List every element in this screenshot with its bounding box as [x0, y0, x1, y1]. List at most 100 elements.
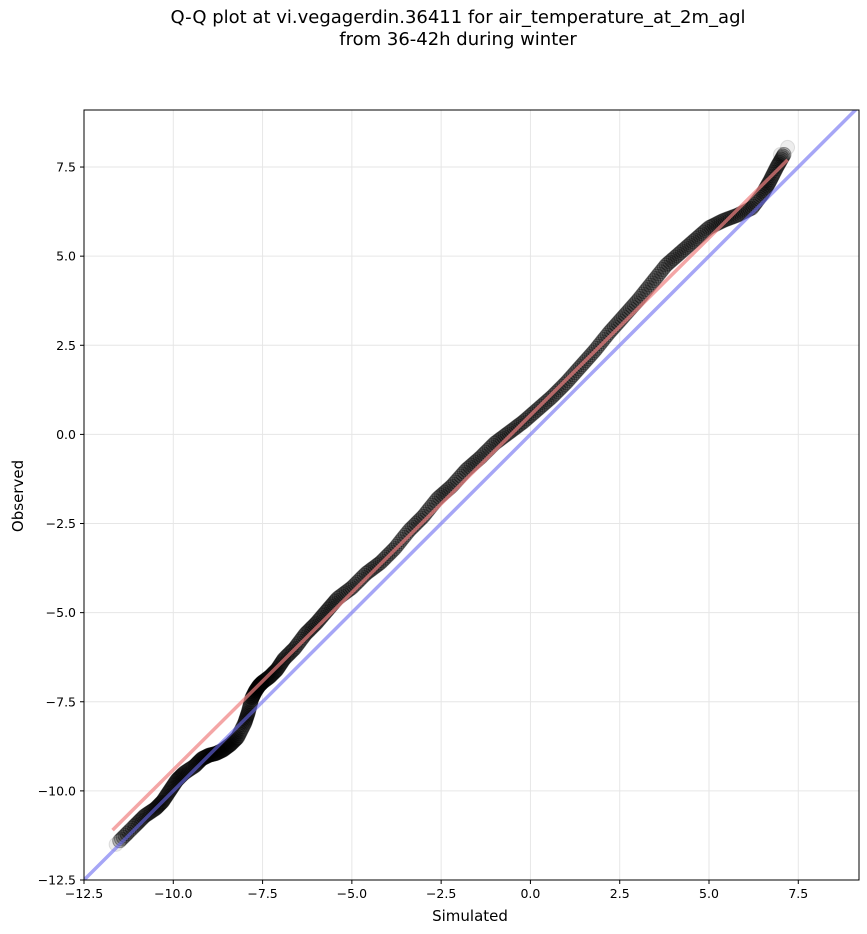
- fit-line: [111, 158, 789, 832]
- qq-point: [365, 560, 381, 576]
- qq-point: [501, 425, 517, 441]
- qq-point: [556, 376, 572, 392]
- qq-point: [205, 746, 221, 762]
- qq-point: [264, 666, 280, 682]
- qq-point: [644, 275, 660, 291]
- qq-point: [651, 266, 667, 282]
- qq-point: [266, 664, 282, 680]
- qq-point: [115, 829, 131, 845]
- qq-point: [646, 273, 662, 289]
- qq-point: [185, 759, 201, 775]
- qq-point: [540, 392, 556, 408]
- qq-point-faint: [780, 139, 796, 155]
- qq-point: [364, 561, 379, 577]
- qq-point: [687, 232, 703, 248]
- y-tick-label: 2.5: [56, 338, 76, 353]
- x-tick-label: 7.5: [788, 886, 808, 901]
- qq-point: [247, 684, 263, 700]
- qq-point: [114, 831, 129, 847]
- qq-point: [139, 806, 155, 822]
- x-tick-label: 5.0: [699, 886, 719, 901]
- qq-point: [696, 224, 712, 240]
- qq-point: [689, 231, 704, 247]
- qq-point: [503, 423, 519, 439]
- qq-point: [220, 739, 236, 755]
- qq-point: [160, 786, 176, 802]
- qq-point: [127, 817, 143, 833]
- qq-point: [672, 245, 688, 261]
- qq-point: [164, 780, 179, 796]
- qq-point: [222, 737, 238, 753]
- qq-point: [240, 706, 256, 722]
- qq-point: [131, 813, 147, 829]
- qq-point: [189, 755, 205, 771]
- qq-point: [542, 391, 558, 407]
- qq-point: [206, 746, 222, 762]
- qq-point: [191, 753, 207, 769]
- qq-point: [555, 378, 571, 394]
- qq-point: [599, 327, 615, 343]
- y-tick-label: −10.0: [38, 783, 76, 798]
- qq-point: [126, 819, 142, 835]
- qq-point: [267, 663, 283, 679]
- qq-point: [560, 373, 576, 389]
- qq-point: [396, 529, 412, 545]
- qq-point: [188, 757, 204, 773]
- qq-point: [248, 682, 264, 698]
- qq-point: [296, 628, 312, 644]
- qq-point: [762, 173, 778, 189]
- qq-point: [547, 385, 563, 401]
- qq-point: [229, 730, 245, 746]
- qq-point: [119, 826, 135, 842]
- qq-point: [655, 262, 671, 278]
- qq-point: [715, 213, 731, 229]
- qq-point: [228, 731, 244, 747]
- qq-point: [594, 334, 610, 350]
- qq-point: [769, 159, 785, 175]
- qq-point: [360, 564, 376, 580]
- qq-point-faint: [108, 836, 124, 852]
- qq-point: [137, 808, 153, 824]
- x-axis-label: Simulated: [432, 907, 508, 925]
- qq-point: [549, 384, 565, 400]
- qq-point: [701, 220, 717, 236]
- qq-point: [506, 421, 522, 437]
- qq-point: [665, 251, 681, 267]
- y-tick-label: 0.0: [56, 427, 76, 442]
- qq-point: [221, 738, 237, 754]
- x-tick-label: −5.0: [337, 886, 367, 901]
- qq-point: [680, 238, 696, 254]
- qq-point: [269, 662, 285, 678]
- qq-point: [184, 760, 200, 776]
- qq-point: [635, 286, 651, 302]
- plot-frame: [83, 109, 860, 881]
- qq-point: [683, 235, 699, 251]
- qq-point: [264, 667, 279, 683]
- qq-point: [227, 732, 243, 748]
- qq-point: [770, 157, 786, 173]
- qq-point: [763, 172, 779, 188]
- x-tick-label: −10.0: [154, 886, 192, 901]
- qq-point: [649, 268, 665, 284]
- qq-point: [639, 282, 654, 298]
- qq-point: [187, 758, 203, 774]
- x-tick-label: 2.5: [610, 886, 630, 901]
- qq-point: [292, 633, 308, 649]
- qq-point: [640, 279, 656, 295]
- qq-point: [224, 735, 240, 751]
- qq-point: [551, 382, 567, 398]
- qq-point: [192, 753, 208, 769]
- qq-point: [637, 284, 653, 300]
- qq-point: [138, 807, 154, 823]
- chart-title: Q-Q plot at vi.vegagerdin.36411 for air_…: [0, 7, 867, 51]
- qq-point: [247, 685, 263, 701]
- qq-point: [505, 422, 521, 438]
- qq-point: [243, 696, 259, 712]
- qq-point: [601, 325, 617, 341]
- qq-point: [237, 714, 253, 730]
- qq-point: [162, 783, 178, 799]
- qq-point: [265, 665, 281, 681]
- x-tick-label: −7.5: [247, 886, 277, 901]
- qq-point: [226, 733, 242, 749]
